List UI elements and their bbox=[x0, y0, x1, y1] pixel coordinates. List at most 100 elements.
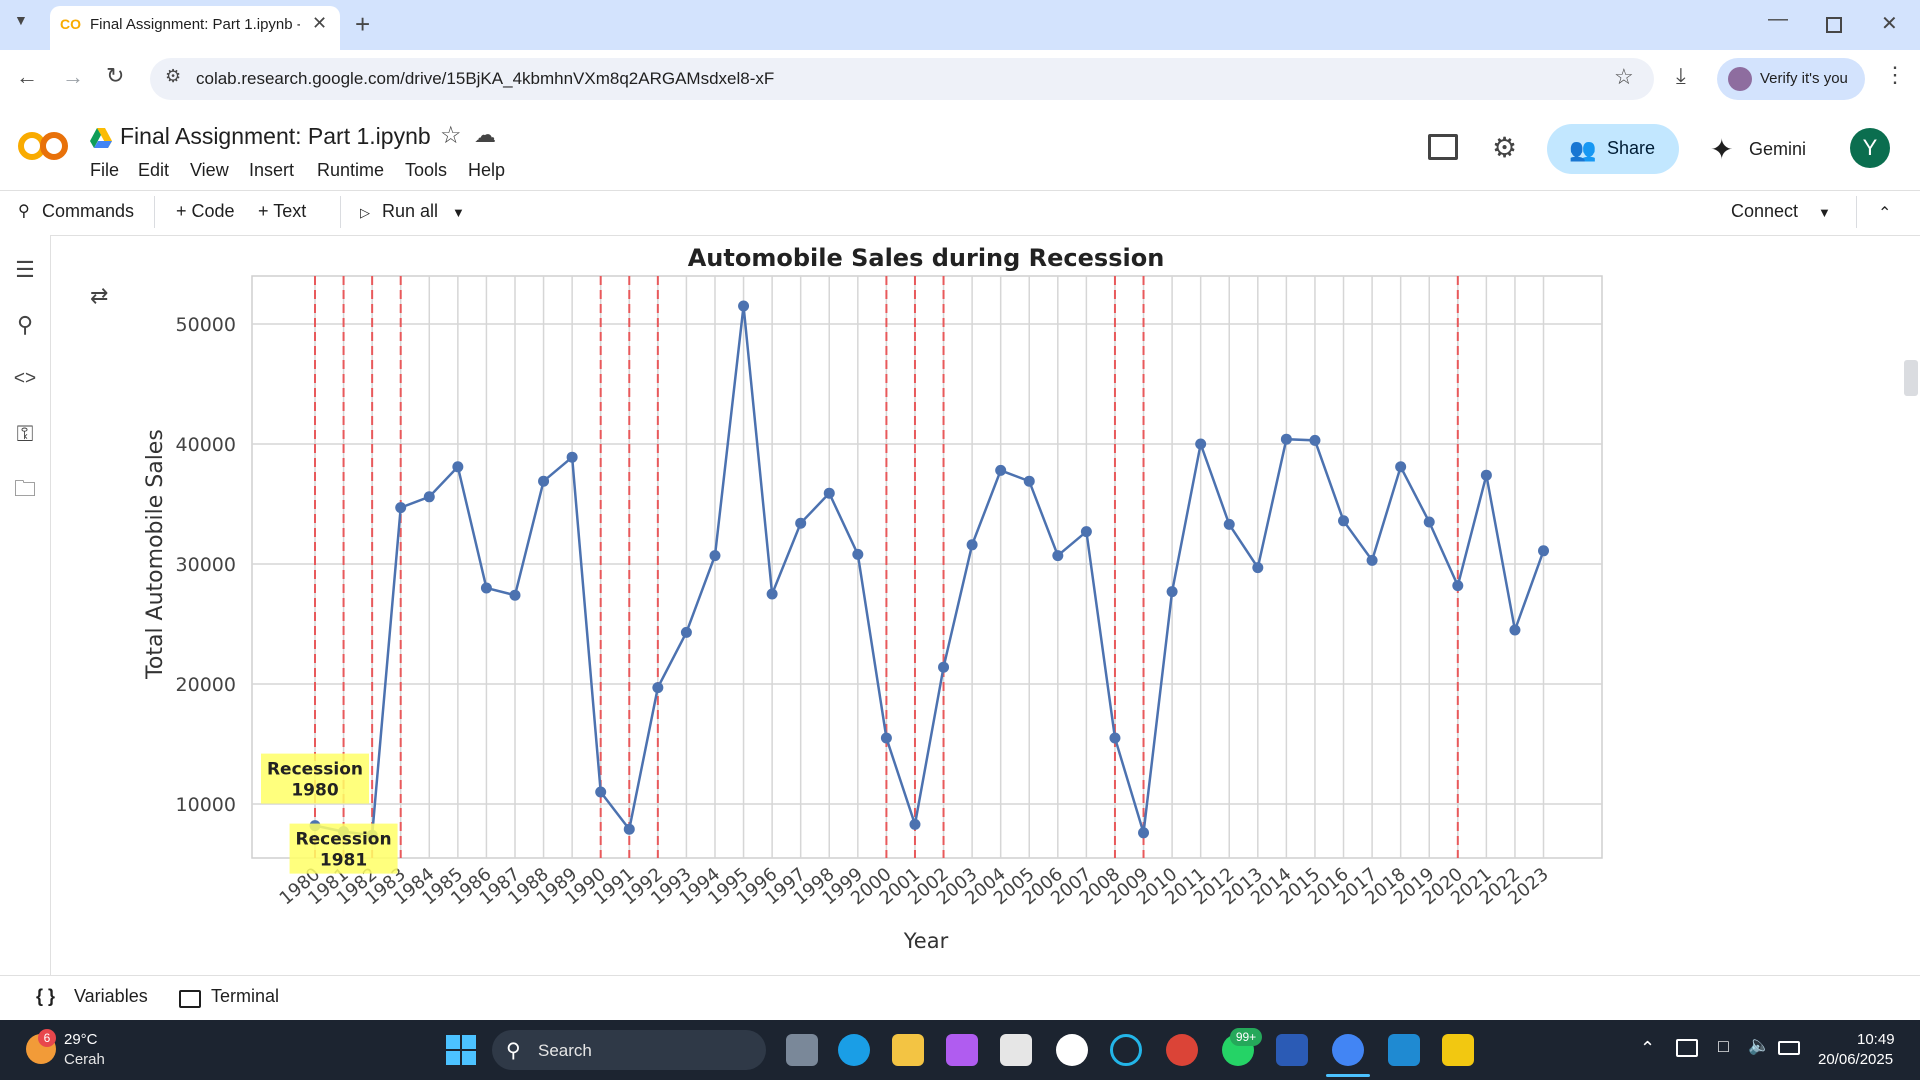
forward-icon[interactable]: → bbox=[62, 64, 84, 89]
power-bi-icon[interactable] bbox=[1442, 1034, 1474, 1066]
clock-date[interactable]: 20/06/2025 bbox=[1818, 1051, 1894, 1068]
y-tick-label: 20000 bbox=[176, 674, 236, 696]
menu-runtime[interactable]: Runtime bbox=[317, 160, 385, 180]
tab-search-icon[interactable]: ▼ bbox=[14, 12, 28, 28]
data-point bbox=[1452, 580, 1464, 592]
gemini-sparkle-icon[interactable]: ✦ bbox=[1710, 134, 1734, 165]
back-icon[interactable]: ← bbox=[16, 64, 38, 89]
settings-gear-icon[interactable]: ⚙ bbox=[1492, 132, 1518, 163]
toolbar-divider bbox=[340, 196, 341, 228]
show-hidden-icons-icon[interactable]: ⌃ bbox=[1640, 1038, 1656, 1058]
code-snippets-icon[interactable]: <> bbox=[13, 368, 37, 389]
search-icon: ⚲ bbox=[18, 203, 30, 220]
data-point bbox=[795, 517, 807, 529]
alexa-icon[interactable] bbox=[1110, 1034, 1142, 1066]
variables-button[interactable]: Variables bbox=[74, 986, 148, 1006]
slack-icon[interactable] bbox=[1056, 1034, 1088, 1066]
toolbar-divider bbox=[1856, 196, 1857, 228]
data-point bbox=[909, 818, 921, 830]
data-point bbox=[1052, 550, 1064, 562]
microsoft-store-icon[interactable] bbox=[1000, 1034, 1032, 1066]
cloud-saved-icon[interactable]: ☁ bbox=[474, 122, 496, 147]
data-point bbox=[1395, 461, 1407, 473]
minimize-icon[interactable]: — bbox=[1768, 8, 1788, 30]
collapse-header-icon[interactable]: ⌃ bbox=[1878, 205, 1892, 222]
windows-start-icon[interactable] bbox=[446, 1035, 476, 1065]
add-text-button[interactable]: + Text bbox=[258, 201, 307, 221]
weather-temperature[interactable]: 29°C bbox=[64, 1031, 98, 1048]
data-point bbox=[1023, 475, 1035, 487]
menu-tools[interactable]: Tools bbox=[405, 160, 448, 180]
comments-icon[interactable] bbox=[1428, 134, 1458, 160]
volume-icon[interactable]: 🔈 bbox=[1748, 1035, 1771, 1055]
data-point bbox=[738, 300, 750, 312]
data-point bbox=[1109, 732, 1121, 744]
data-point bbox=[1223, 518, 1235, 530]
menu-help[interactable]: Help bbox=[468, 160, 506, 180]
file-explorer-icon[interactable] bbox=[892, 1034, 924, 1066]
menu-insert[interactable]: Insert bbox=[249, 160, 295, 180]
left-rail bbox=[0, 235, 51, 975]
network-icon[interactable]: □ bbox=[1718, 1036, 1729, 1056]
word-icon[interactable] bbox=[1276, 1034, 1308, 1066]
menu-edit[interactable]: Edit bbox=[138, 160, 170, 180]
taskbar-search[interactable] bbox=[492, 1030, 766, 1070]
gemini-button[interactable]: Gemini bbox=[1749, 139, 1807, 159]
keyboard-icon[interactable] bbox=[1676, 1039, 1698, 1057]
output-actions-icon[interactable]: ⇄ bbox=[90, 283, 109, 308]
task-view-icon[interactable] bbox=[786, 1034, 818, 1066]
star-icon[interactable]: ☆ bbox=[440, 122, 462, 149]
user-avatar[interactable]: Y bbox=[1850, 128, 1890, 168]
vscode-icon[interactable] bbox=[1388, 1034, 1420, 1066]
taskbar-search-icon: ⚲ bbox=[506, 1040, 521, 1062]
connect-button[interactable]: Connect bbox=[1731, 201, 1799, 221]
share-button[interactable] bbox=[1547, 124, 1679, 174]
menu-file[interactable]: File bbox=[90, 160, 120, 180]
site-info-icon[interactable]: ⚙ bbox=[165, 66, 182, 86]
download-icon[interactable]: ⤓ bbox=[1676, 63, 1686, 88]
colab-logo-icon[interactable] bbox=[18, 128, 70, 164]
data-point bbox=[509, 589, 521, 601]
commands-button[interactable]: Commands bbox=[42, 201, 135, 221]
data-point bbox=[595, 786, 607, 798]
omnibox[interactable] bbox=[150, 58, 1654, 100]
terminal-button[interactable]: Terminal bbox=[211, 986, 280, 1006]
copilot-icon[interactable] bbox=[946, 1034, 978, 1066]
chart-automobile-sales: Automobile Sales during Recession Year T… bbox=[143, 244, 1603, 953]
new-tab-icon[interactable]: + bbox=[355, 9, 371, 39]
restore-icon[interactable] bbox=[1826, 17, 1842, 33]
chrome-icon[interactable] bbox=[1332, 1034, 1364, 1066]
clock-time[interactable]: 10:49 bbox=[1857, 1031, 1895, 1048]
run-all-play-icon: ▷ bbox=[360, 205, 370, 220]
browser-menu-icon[interactable]: ⋮ bbox=[1884, 62, 1906, 87]
menu-view[interactable]: View bbox=[190, 160, 229, 180]
secrets-key-icon[interactable]: ⚿ bbox=[16, 421, 34, 446]
browser-tab[interactable] bbox=[50, 6, 340, 50]
data-point bbox=[1280, 433, 1292, 445]
weather-condition[interactable]: Cerah bbox=[64, 1051, 105, 1068]
scrollbar-thumb[interactable] bbox=[1904, 360, 1918, 396]
data-point bbox=[1480, 469, 1492, 481]
find-replace-icon[interactable]: ⚲ bbox=[16, 312, 34, 337]
files-folder-icon[interactable]: 🗀 bbox=[13, 476, 36, 501]
run-all-dropdown-icon[interactable]: ▼ bbox=[452, 205, 465, 220]
close-tab-icon[interactable]: ✕ bbox=[312, 13, 328, 33]
add-code-button[interactable]: + Code bbox=[176, 201, 235, 221]
url-text[interactable]: colab.research.google.com/drive/15BjKA_4… bbox=[196, 69, 775, 88]
data-point bbox=[623, 823, 635, 835]
bookmark-star-icon[interactable]: ☆ bbox=[1614, 64, 1634, 89]
reload-icon[interactable]: ↻ bbox=[106, 63, 125, 88]
recession-annotation-label: Recession bbox=[267, 760, 363, 780]
edge-browser-icon[interactable] bbox=[838, 1034, 870, 1066]
close-window-icon[interactable]: ✕ bbox=[1881, 13, 1898, 35]
connect-dropdown-icon[interactable]: ▼ bbox=[1818, 205, 1831, 220]
data-point bbox=[423, 491, 435, 503]
notebook-title[interactable]: Final Assignment: Part 1.ipynb bbox=[120, 123, 431, 149]
recession-annotation-box bbox=[261, 753, 369, 804]
data-point bbox=[1366, 554, 1378, 566]
table-of-contents-icon[interactable]: ☰ bbox=[15, 257, 35, 282]
chrome-profile-icon[interactable] bbox=[1166, 1034, 1198, 1066]
battery-icon[interactable] bbox=[1778, 1041, 1800, 1055]
data-point bbox=[1195, 438, 1207, 450]
run-all-button[interactable]: Run all bbox=[382, 201, 439, 221]
